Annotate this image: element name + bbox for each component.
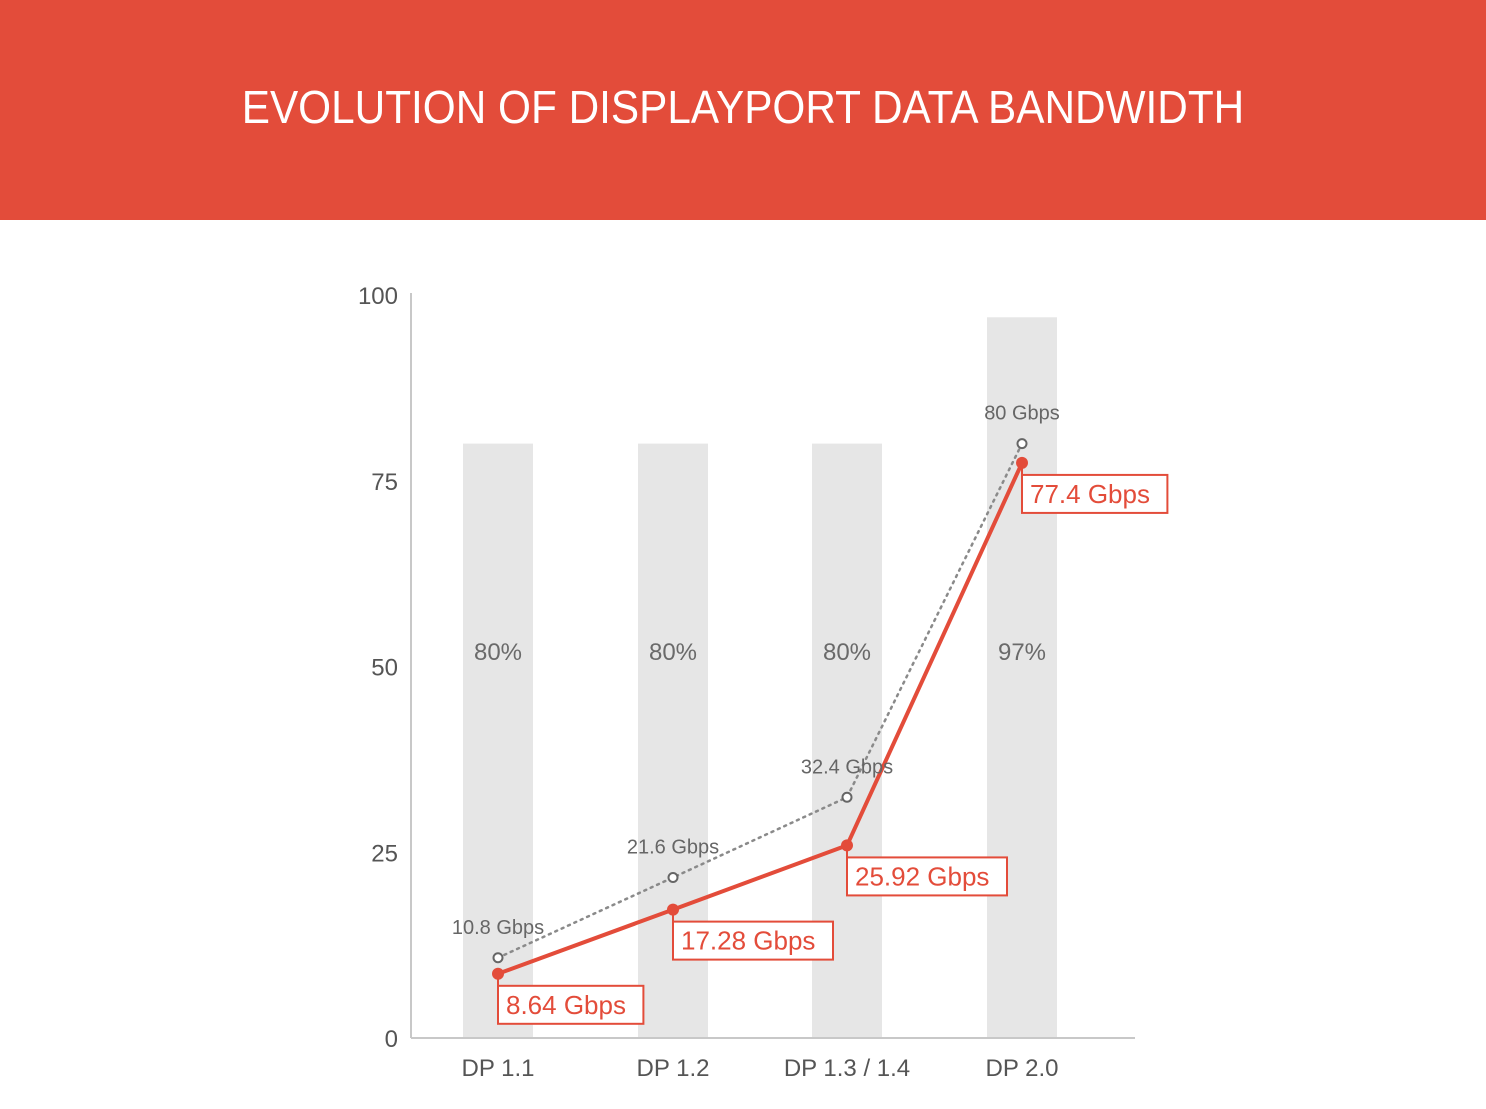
effective-bandwidth-label: 17.28 Gbps xyxy=(681,926,815,956)
y-tick-label: 100 xyxy=(358,283,398,310)
efficiency-bar xyxy=(987,317,1057,1038)
efficiency-label: 97% xyxy=(998,639,1046,666)
x-tick-label: DP 1.3 / 1.4 xyxy=(784,1055,910,1082)
labels-layer: 80% 80% 80% 97% 10.8 Gbps 21.6 Gbps 32.4 Gbps 8… xyxy=(452,403,1169,1025)
x-tick-label: DP 1.1 xyxy=(462,1055,535,1082)
raw-bandwidth-label: 80 Gbps xyxy=(984,403,1060,425)
efficiency-label: 80% xyxy=(823,639,871,666)
y-tick-label: 75 xyxy=(371,469,398,496)
raw-bandwidth-point xyxy=(841,791,853,803)
x-tick-label: DP 2.0 xyxy=(986,1055,1059,1082)
lines-layer xyxy=(492,438,1028,980)
y-tick-label: 0 xyxy=(385,1026,398,1053)
y-tick-label: 50 xyxy=(371,655,398,682)
raw-bandwidth-point xyxy=(1016,438,1028,450)
raw-bandwidth-point xyxy=(667,872,679,884)
raw-bandwidth-line xyxy=(496,442,1024,960)
axes-layer: 0 25 50 75 100 DP 1.1 DP 1.2 DP 1.3 / 1.4 DP 2.0 xyxy=(358,283,1135,1082)
effective-bandwidth-callout xyxy=(846,856,1008,897)
raw-bandwidth-label: 32.4 Gbps xyxy=(801,756,893,778)
raw-bandwidth-point xyxy=(492,952,504,964)
y-tick-label: 25 xyxy=(371,840,398,867)
efficiency-label: 80% xyxy=(649,639,697,666)
efficiency-bar xyxy=(463,443,533,1039)
raw-bandwidth-label: 21.6 Gbps xyxy=(627,837,719,859)
effective-bandwidth-callout xyxy=(672,920,834,961)
effective-bandwidth-callout xyxy=(497,984,645,1025)
title-banner: EVOLUTION OF DISPLAYPORT DATA BANDWIDTH xyxy=(0,0,1486,220)
chart-title: EVOLUTION OF DISPLAYPORT DATA BANDWIDTH xyxy=(241,81,1245,133)
raw-bandwidth-label: 10.8 Gbps xyxy=(452,917,544,939)
effective-bandwidth-label: 77.4 Gbps xyxy=(1030,479,1150,509)
x-tick-label: DP 1.2 xyxy=(637,1055,710,1082)
effective-bandwidth-label: 25.92 Gbps xyxy=(855,861,989,891)
effective-bandwidth-label: 8.64 Gbps xyxy=(506,990,626,1020)
efficiency-label: 80% xyxy=(474,639,522,666)
effective-bandwidth-callout xyxy=(1021,473,1169,514)
effective-bandwidth-line xyxy=(496,460,1024,976)
